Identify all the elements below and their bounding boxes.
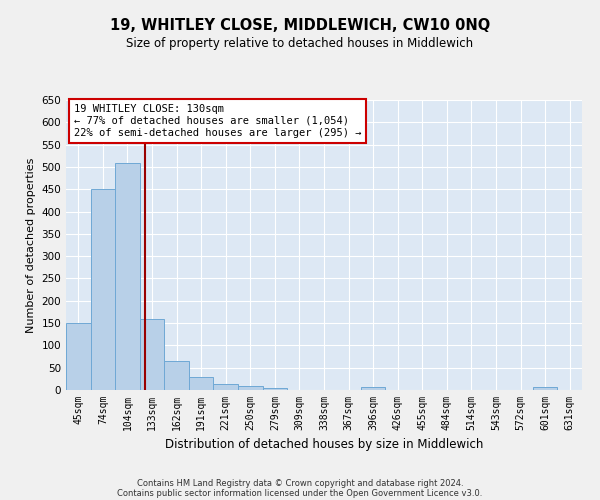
X-axis label: Distribution of detached houses by size in Middlewich: Distribution of detached houses by size … bbox=[165, 438, 483, 452]
Bar bbox=[91, 189, 115, 390]
Text: 19 WHITLEY CLOSE: 130sqm
← 77% of detached houses are smaller (1,054)
22% of sem: 19 WHITLEY CLOSE: 130sqm ← 77% of detach… bbox=[74, 104, 361, 138]
Y-axis label: Number of detached properties: Number of detached properties bbox=[26, 158, 36, 332]
Bar bbox=[361, 388, 385, 390]
Bar bbox=[164, 361, 189, 390]
Bar bbox=[238, 386, 263, 390]
Text: 19, WHITLEY CLOSE, MIDDLEWICH, CW10 0NQ: 19, WHITLEY CLOSE, MIDDLEWICH, CW10 0NQ bbox=[110, 18, 490, 32]
Bar bbox=[140, 318, 164, 390]
Bar bbox=[214, 384, 238, 390]
Bar bbox=[66, 323, 91, 390]
Bar bbox=[533, 388, 557, 390]
Bar bbox=[189, 376, 214, 390]
Text: Size of property relative to detached houses in Middlewich: Size of property relative to detached ho… bbox=[127, 38, 473, 51]
Text: Contains HM Land Registry data © Crown copyright and database right 2024.: Contains HM Land Registry data © Crown c… bbox=[137, 478, 463, 488]
Bar bbox=[263, 388, 287, 390]
Bar bbox=[115, 164, 140, 390]
Text: Contains public sector information licensed under the Open Government Licence v3: Contains public sector information licen… bbox=[118, 488, 482, 498]
